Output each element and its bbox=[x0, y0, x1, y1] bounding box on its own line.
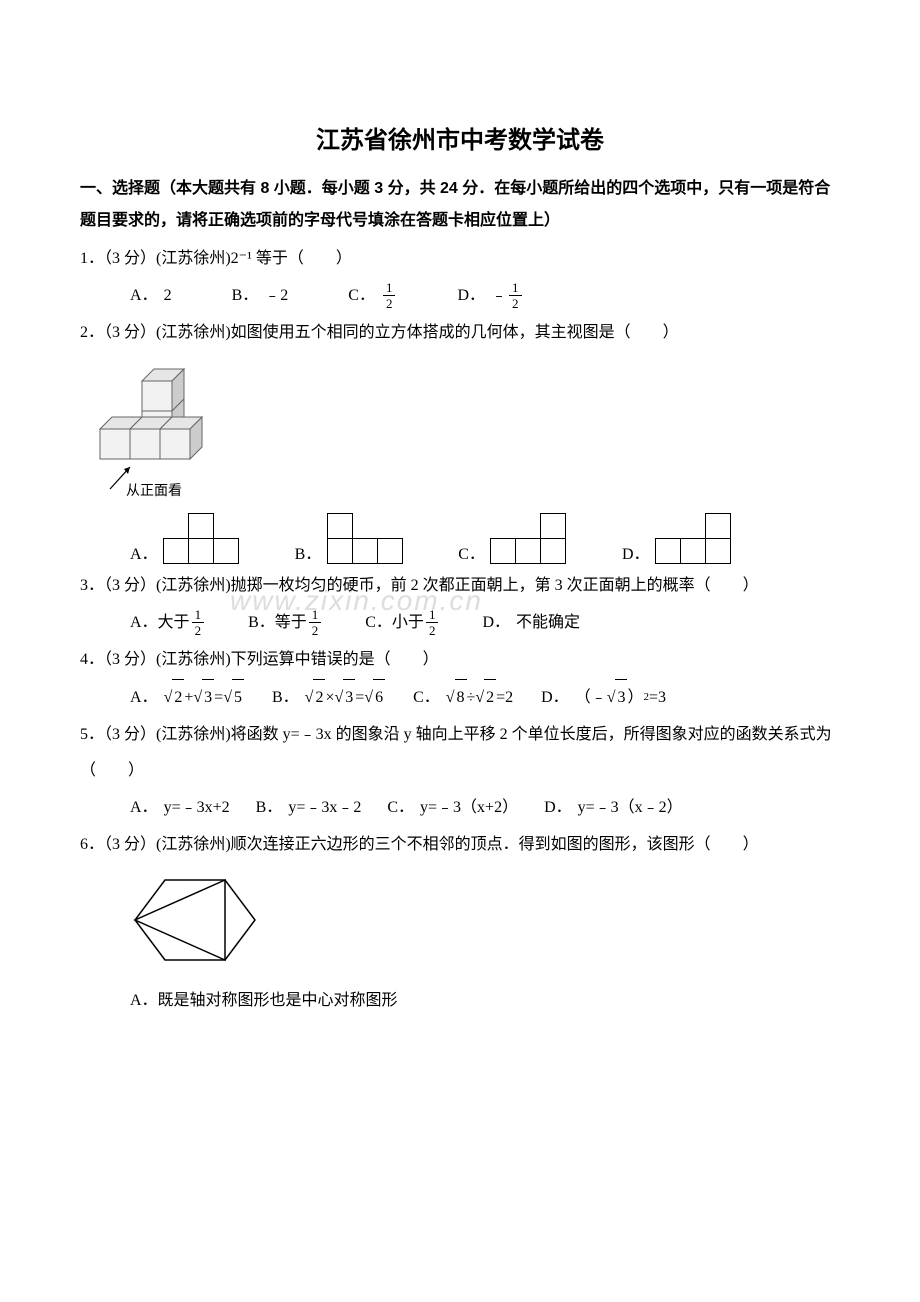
q5-opt-d: D．y=﹣3（x﹣2） bbox=[544, 790, 683, 825]
q3-opt-c: C．小于12 bbox=[365, 605, 440, 640]
q3-opt-d: D．不能确定 bbox=[482, 605, 580, 640]
q5-opt-b: B．y=﹣3x﹣2 bbox=[256, 790, 362, 825]
page-title: 江苏省徐州市中考数学试卷 bbox=[80, 120, 840, 155]
q6-stem: 6．（3 分）(江苏徐州)顺次连接正六边形的三个不相邻的顶点．得到如图的图形，该… bbox=[80, 827, 840, 862]
q1-stem: 1．（3 分）(江苏徐州)2⁻¹ 等于（ ） bbox=[80, 241, 840, 276]
q2-opt-a: A． bbox=[130, 514, 239, 564]
svg-text:从正面看: 从正面看 bbox=[126, 483, 182, 499]
q1-options: A．2 B．﹣2 C．12 D．﹣12 bbox=[80, 278, 840, 313]
q1-opt-d: D．﹣12 bbox=[457, 278, 523, 313]
q4-opt-a: A．2+3=5 bbox=[130, 679, 244, 715]
q6-opt-a: A．既是轴对称图形也是中心对称图形 bbox=[80, 983, 840, 1018]
q2-opt-d: D． bbox=[622, 514, 731, 564]
q4-opt-d: D．（﹣3）2=3 bbox=[541, 679, 666, 715]
q2-stem: 2．（3 分）(江苏徐州)如图使用五个相同的立方体搭成的几何体，其主视图是（ ） bbox=[80, 315, 840, 350]
q4-opt-b: B．2×3=6 bbox=[272, 679, 385, 715]
q2-opt-b: B． bbox=[295, 514, 403, 564]
q1-opt-a: A．2 bbox=[130, 278, 172, 313]
q4-opt-c: C．8÷2=2 bbox=[413, 679, 513, 715]
section-header: 一、选择题（本大题共有 8 小题．每小题 3 分，共 24 分．在每小题所给出的… bbox=[80, 173, 840, 237]
hexagon-icon bbox=[130, 870, 260, 970]
q5-opt-c: C．y=﹣3（x+2） bbox=[387, 790, 518, 825]
q5-stem: 5．（3 分）(江苏徐州)将函数 y=﹣3x 的图象沿 y 轴向上平移 2 个单… bbox=[80, 717, 840, 787]
q3-options: A．大于12 B．等于12 C．小于12 D．不能确定 bbox=[80, 605, 840, 640]
q4-options: A．2+3=5 B．2×3=6 C．8÷2=2 D．（﹣3）2=3 bbox=[80, 679, 840, 715]
q2-opt-c: C． bbox=[458, 514, 566, 564]
q2-options: A． B． C． D． bbox=[80, 514, 840, 564]
q1-opt-c: C．12 bbox=[348, 278, 397, 313]
q2-figure: 从正面看 bbox=[80, 359, 840, 504]
q6-figure bbox=[130, 870, 840, 975]
q1-opt-b: B．﹣2 bbox=[232, 278, 289, 313]
q3-stem: 3．（3 分）(江苏徐州)抛掷一枚均匀的硬币，前 2 次都正面朝上，第 3 次正… bbox=[80, 568, 840, 603]
q5-opt-a: A．y=﹣3x+2 bbox=[130, 790, 230, 825]
q4-stem: 4．（3 分）(江苏徐州)下列运算中错误的是（ ） bbox=[80, 642, 840, 677]
q3-opt-a: A．大于12 bbox=[130, 605, 206, 640]
cube-diagram-icon: 从正面看 bbox=[80, 359, 210, 499]
q5-options: A．y=﹣3x+2 B．y=﹣3x﹣2 C．y=﹣3（x+2） D．y=﹣3（x… bbox=[80, 790, 840, 825]
q3-opt-b: B．等于12 bbox=[248, 605, 323, 640]
